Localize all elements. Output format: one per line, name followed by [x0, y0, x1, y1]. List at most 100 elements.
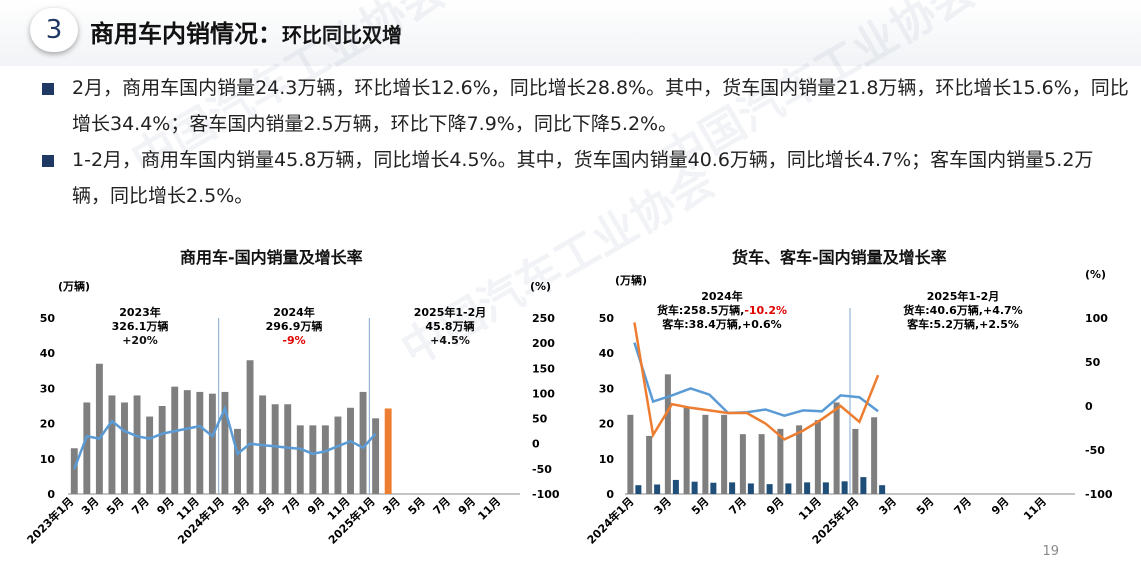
annotation-truck: 货车:40.6万辆,+4.7%	[902, 303, 1022, 317]
truck-growth-line	[633, 342, 879, 418]
truck-bar	[777, 428, 784, 494]
sales-bar	[108, 395, 116, 494]
y2-tick-label: 0	[532, 438, 540, 451]
x-tick-label: 5月	[914, 495, 936, 517]
header-band	[0, 0, 1141, 66]
sales-bar	[246, 360, 254, 494]
annotation-growth: +4.5%	[430, 334, 470, 347]
x-tick-label: 11月	[796, 495, 824, 523]
y2-tick-label: 50	[1085, 356, 1101, 369]
page-title-main: 商用车内销情况：	[90, 20, 282, 48]
sales-bar	[321, 425, 329, 494]
annotation-bus: 客车:38.4万辆,+0.6%	[661, 317, 781, 331]
truck-bar	[664, 374, 671, 494]
annotation-year: 2025年1-2月	[414, 305, 487, 319]
truck-bar	[702, 414, 709, 494]
sales-bar	[158, 406, 166, 494]
x-tick-label: 7月	[952, 495, 974, 517]
bus-bar	[635, 485, 642, 494]
bullet-item: 2月，商用车国内销量24.3万辆，环比增长12.6%，同比增长28.8%。其中，…	[40, 70, 1130, 142]
annotation-truck-line: 货车:258.5万辆,-10.2%	[656, 303, 787, 317]
annotation-total: 296.9万辆	[266, 319, 323, 333]
y2-tick-label: 150	[532, 362, 555, 375]
y2-tick-label: -50	[532, 463, 552, 476]
annotation-total: 326.1万辆	[112, 319, 169, 333]
bus-bar	[804, 482, 811, 494]
y2-tick-label: -50	[1085, 444, 1105, 457]
truck-bar	[814, 420, 821, 494]
truck-bar	[627, 414, 634, 494]
x-tick-label: 3月	[380, 495, 402, 517]
sales-bar	[334, 416, 342, 494]
y-tick-label: 40	[40, 347, 56, 360]
y2-tick-label: -100	[1085, 488, 1113, 501]
y2-tick-label: -100	[532, 488, 560, 501]
y-tick-label: 10	[599, 453, 615, 466]
annotation-year: 2024年	[701, 289, 743, 303]
chart1-commercial-vehicles: (万辆) (%) 0 10 20 30 40 50 -100 -50 0 50 100 150 200 250…	[24, 279, 560, 547]
bullet-text: 1-2月，商用车国内销量45.8万辆，同比增长4.5%。其中，货车国内销量40.…	[72, 149, 1094, 207]
bus-bar	[879, 485, 886, 494]
y-tick-label: 50	[599, 312, 615, 325]
summary-bullets: 2月，商用车国内销量24.3万辆，环比增长12.6%，同比增长28.8%。其中，…	[40, 70, 1130, 214]
x-tick-label: 3月	[877, 495, 899, 517]
x-tick-label: 3月	[230, 495, 252, 517]
bus-bar	[672, 479, 679, 494]
bullet-text: 2月，商用车国内销量24.3万辆，环比增长12.6%，同比增长28.8%。其中，…	[72, 77, 1129, 135]
annotation-bus: 客车:5.2万辆,+2.5%	[906, 317, 1019, 331]
bullet-square-icon	[42, 83, 54, 95]
x-tick-label: 9月	[764, 495, 786, 517]
y-axis-unit: (万辆)	[58, 279, 90, 293]
y-tick-label: 0	[47, 488, 55, 501]
sales-bar	[196, 391, 204, 494]
chart2-title: 货车、客车-国内销量及增长率	[732, 248, 947, 267]
page-title: 商用车内销情况：环比同比双增	[90, 14, 402, 49]
y2-tick-label: 250	[532, 312, 555, 325]
annotation-year: 2024年	[273, 305, 315, 319]
annotation-growth: +20%	[122, 334, 158, 347]
sales-bar	[372, 418, 380, 494]
y2-axis-unit: (%)	[1085, 268, 1106, 281]
truck-bar	[646, 435, 653, 494]
truck-bar	[758, 434, 765, 494]
x-tick-label: 5月	[406, 495, 428, 517]
x-tick-label: 7月	[280, 495, 302, 517]
sales-bar	[121, 402, 128, 494]
chart2-trucks-buses: (万辆) (%) 0 10 20 30 40 50 -100 -50 0 50 100 2024年1月 3月…	[584, 268, 1113, 547]
bus-bar	[691, 481, 698, 494]
y-tick-label: 20	[599, 418, 615, 431]
x-tick-label: 5月	[104, 495, 126, 517]
y-axis-unit: (万辆)	[615, 273, 647, 287]
sales-bar	[208, 393, 216, 494]
bullet-square-icon	[42, 155, 54, 167]
x-tick-label: 9月	[989, 495, 1011, 517]
x-tick-label: 3月	[652, 495, 674, 517]
bus-bar	[785, 483, 792, 494]
x-tick-label: 11月	[1021, 495, 1049, 523]
bus-bar	[654, 484, 661, 494]
annotation-year: 2023年	[119, 305, 161, 319]
x-tick-label: 7月	[431, 495, 453, 517]
x-tick-label: 5月	[255, 495, 277, 517]
sales-bar	[284, 404, 292, 494]
annotation-truck: 货车:258.5万辆,	[656, 303, 744, 317]
bullet-item: 1-2月，商用车国内销量45.8万辆，同比增长4.5%。其中，货车国内销量40.…	[40, 142, 1130, 214]
y-tick-label: 10	[40, 453, 56, 466]
bus-bar	[710, 482, 717, 494]
annotation-year: 2025年1-2月	[927, 289, 1000, 303]
annotation-total: 45.8万辆	[425, 319, 474, 333]
sales-bar	[234, 428, 241, 494]
bus-bar	[822, 482, 829, 494]
x-tick-label: 3月	[79, 495, 101, 517]
sales-bar	[171, 386, 179, 494]
highlight-bar	[384, 408, 392, 494]
section-number-badge: 3	[30, 8, 78, 52]
sales-bar	[70, 448, 78, 494]
truck-bar	[871, 417, 878, 494]
y2-tick-label: 200	[532, 337, 555, 350]
y-tick-label: 50	[40, 312, 56, 325]
bus-growth-line	[633, 322, 880, 441]
x-tick-label: 2023年1月	[24, 494, 77, 547]
y-tick-label: 0	[606, 488, 614, 501]
sales-bar	[271, 404, 279, 494]
